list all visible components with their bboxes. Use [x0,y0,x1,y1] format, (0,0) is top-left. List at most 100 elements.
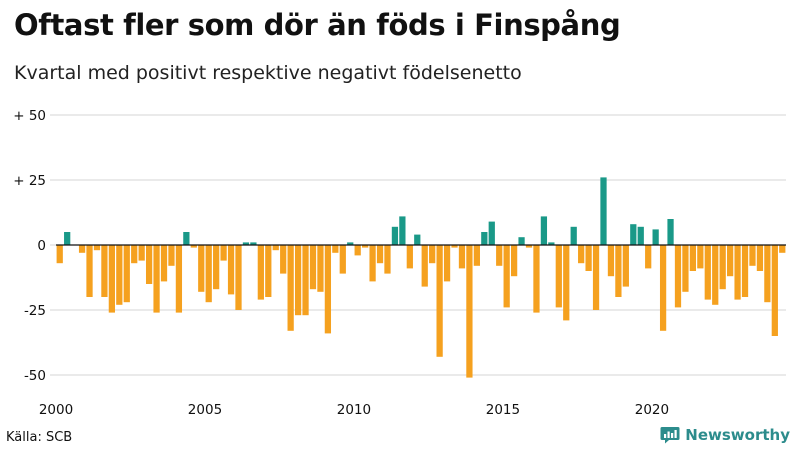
bar-negative [779,245,786,253]
bar-negative [429,245,436,264]
chart-subtitle: Kvartal med positivt respektive negativt… [14,62,522,84]
bar-negative [309,245,317,290]
bar-negative [682,245,689,292]
y-tick-label: -50 [24,368,46,384]
y-tick-label: + 25 [13,173,46,189]
bar-negative [101,245,108,297]
bar-negative [525,245,533,248]
bar-negative [116,245,123,305]
bar-positive [250,242,257,245]
bar-negative [190,245,197,248]
bar-negative [585,245,592,271]
bar-negative [265,245,272,297]
bar-negative [719,245,726,290]
y-tick-label: + 50 [13,108,46,124]
bar-negative [145,245,153,284]
bar-negative [704,245,711,300]
bar-negative [659,245,667,331]
bar-positive [667,219,674,245]
bar-negative [302,245,309,316]
y-tick-label: -25 [24,303,46,319]
bar-negative [421,245,428,287]
bar-negative [280,245,287,274]
bar-positive [399,216,406,245]
bar-positive [391,226,399,245]
bar-negative [287,245,294,331]
bar-negative [332,245,339,253]
bar-negative [257,245,264,300]
bar-negative [93,245,101,251]
bar-negative [123,245,130,303]
bar-negative [138,245,145,261]
bar-negative [458,245,466,269]
bar-negative [436,245,443,357]
bar-negative [86,245,93,297]
bar-negative [563,245,570,321]
bar-negative [622,245,629,287]
bar-negative [369,245,376,282]
newsworthy-icon [660,427,680,444]
bar-negative [406,245,413,269]
bar-negative [213,245,220,290]
bar-positive [242,242,250,245]
bar-negative [510,245,518,277]
bar-negative [607,245,615,277]
bar-negative [220,245,227,261]
bar-negative [592,245,600,310]
bar-negative [153,245,160,313]
bar-negative [56,245,63,264]
bar-negative [578,245,585,264]
bar-negative [451,245,458,248]
bar-positive [518,237,525,245]
x-tick-label: 2000 [39,402,73,418]
bar-negative [362,245,369,248]
bar-positive [630,224,637,245]
bar-negative [503,245,510,308]
bar-positive [347,242,354,245]
bar-negative [324,245,332,334]
bar-positive [570,226,577,245]
bar-negative [131,245,138,264]
bar-negative [533,245,540,313]
bar-negative [160,245,168,282]
bar-negative [376,245,384,264]
x-tick-label: 2020 [635,402,669,418]
bar-negative [198,245,205,292]
bar-negative [235,245,242,310]
bar-negative [443,245,451,282]
bar-negative [339,245,346,274]
source-note: Källa: SCB [6,430,73,445]
bar-negative [354,245,361,256]
bar-negative [272,245,279,251]
bar-negative [741,245,749,297]
bar-negative [689,245,697,271]
bar-negative [466,245,473,378]
bar-negative [615,245,622,297]
x-tick-label: 2010 [337,402,371,418]
bar-positive [414,234,421,245]
bar-negative [168,245,175,266]
bar-negative [78,245,86,253]
bar-negative [734,245,741,300]
bar-positive [652,229,659,245]
bar-negative [697,245,704,269]
bar-positive [600,177,607,245]
bar-negative [108,245,115,313]
bar-negative [473,245,480,266]
bar-negative [205,245,212,303]
bar-negative [175,245,183,313]
bar-positive [481,232,488,245]
bar-positive [540,216,548,245]
bar-positive [637,226,644,245]
bar-negative [756,245,764,271]
bar-negative [712,245,719,305]
bar-negative [384,245,391,274]
bar-positive [183,232,190,245]
bar-negative [227,245,235,295]
bar-negative [764,245,771,303]
bar-negative [555,245,562,308]
bar-negative [317,245,324,292]
brand-name: Newsworthy [685,426,790,444]
bar-negative [674,245,682,308]
